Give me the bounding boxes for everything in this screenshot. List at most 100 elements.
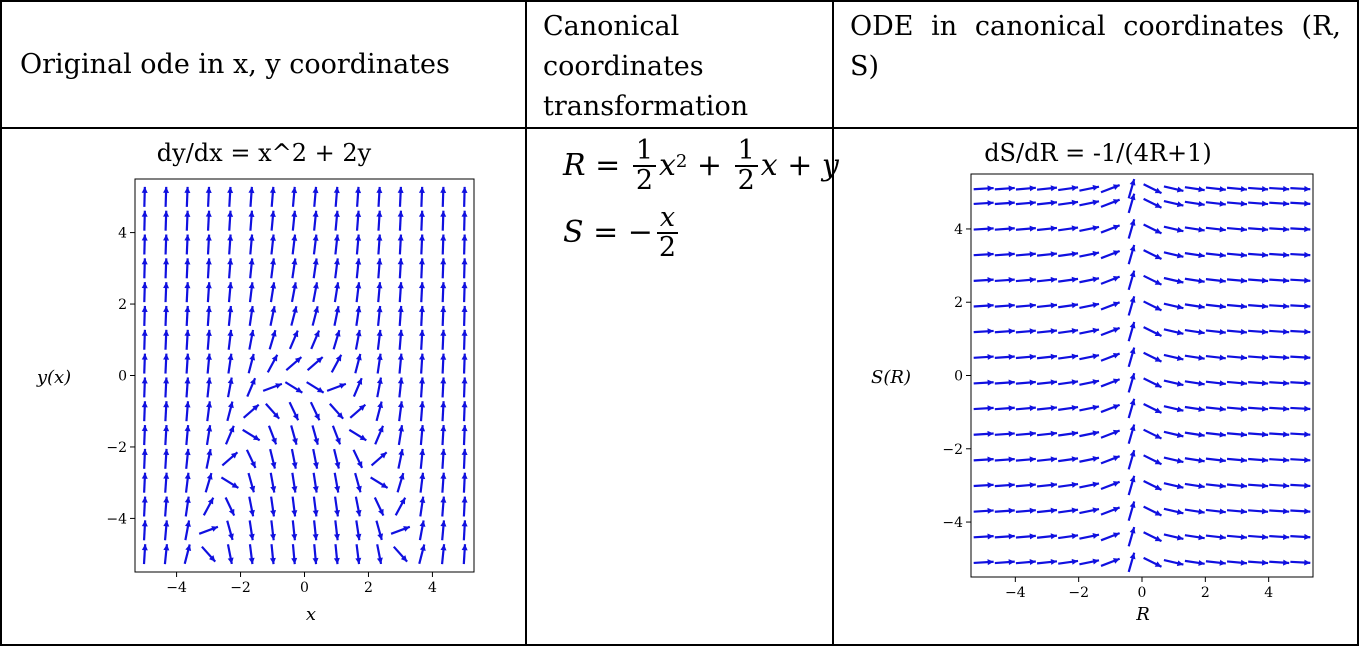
field-arrow [227,353,234,374]
field-arrow [1058,225,1079,232]
field-arrow [461,210,468,231]
field-arrow [291,496,298,517]
field-arrow [1015,379,1036,386]
field-arrow [270,520,276,541]
field-arrow [1100,249,1121,260]
field-arrow [311,425,320,445]
field-arrow [1248,277,1269,284]
field-arrow [1226,186,1248,192]
field-arrow [1127,372,1136,393]
field-arrow [1269,457,1290,464]
field-arrow [1079,558,1100,566]
field-arrow [397,425,405,446]
field-arrow [269,186,276,207]
field-arrow [141,496,148,517]
field-arrow [163,234,170,255]
field-arrow [163,305,170,326]
header-canonical-transformation: Canonical coordinates transformation [525,0,834,129]
field-arrow [994,405,1015,412]
field-arrow [397,329,404,350]
field-arrow [267,425,278,445]
field-arrow [312,258,319,279]
field-arrow [994,533,1015,540]
field-arrow [397,282,404,303]
field-arrow [994,379,1015,386]
field-arrow [1269,200,1290,207]
field-arrow [270,496,277,517]
field-arrow [1226,405,1248,412]
field-arrow [1058,481,1079,488]
field-arrow [1015,533,1036,540]
field-arrow [461,353,468,374]
field-arrow [1143,326,1162,337]
field-arrow [201,545,217,563]
field-arrow [973,456,994,463]
field-arrow [440,210,447,231]
field-arrow [141,520,148,541]
field-arrow [370,451,388,467]
field-arrow [1127,193,1136,214]
field-arrow [312,234,319,255]
field-arrow [221,451,239,467]
field-arrow [163,520,170,541]
s-equation: S = − x 2 [563,203,832,263]
field-arrow [1100,326,1121,337]
field-arrow [1269,508,1290,515]
x-tick-label: −2 [230,580,251,596]
field-arrow [419,401,426,422]
field-arrow [973,302,994,309]
field-arrow [141,234,148,255]
field-arrow [290,282,298,303]
field-arrow [269,234,276,255]
field-arrow [220,476,239,489]
field-arrow [1269,482,1290,489]
x-tick-label: 2 [1201,585,1210,601]
field-arrow [227,305,234,327]
field-arrow [247,472,256,493]
field-arrow [1184,252,1205,259]
field-arrow [1269,303,1290,310]
field-arrow [1248,380,1269,387]
x-tick-label: 0 [300,580,309,596]
field-arrow [205,234,212,255]
field-arrow [440,305,447,326]
field-arrow [1269,185,1290,192]
plot1-arrows [141,186,468,565]
field-arrow [461,305,468,326]
field-arrow [163,210,170,231]
field-arrow [334,258,340,279]
field-arrow [1127,295,1136,316]
field-arrow [1079,327,1100,335]
field-arrow [419,448,426,469]
field-arrow [1036,353,1058,360]
field-arrow [1143,479,1162,491]
field-arrow [1058,456,1079,463]
field-arrow [247,353,256,374]
field-arrow [1163,185,1184,193]
field-arrow [994,200,1015,207]
field-arrow [163,401,170,422]
field-arrow [376,377,383,398]
field-arrow [994,456,1015,463]
x-tick-label: 2 [364,580,373,596]
field-arrow [184,186,191,207]
field-arrow [1184,405,1205,413]
plot2-ticks: −4 −2 0 2 4 4 2 0 −2 −4 [942,222,1273,601]
field-arrow [266,354,279,373]
field-arrow [141,282,148,303]
field-arrow [1143,300,1162,312]
field-arrow [1143,197,1162,209]
plot2-title: dS/dR = -1/(4R+1) [984,139,1212,167]
field-arrow [184,329,191,350]
field-arrow [1163,405,1184,413]
field-arrow [994,507,1015,514]
field-arrow [376,234,383,255]
field-arrow [418,282,425,303]
field-arrow [306,381,325,394]
field-arrow [246,377,257,398]
field-arrow [1127,398,1136,419]
plot1-ylabel: y(x) [36,367,71,388]
field-arrow [973,405,994,412]
field-arrow [1058,251,1079,258]
